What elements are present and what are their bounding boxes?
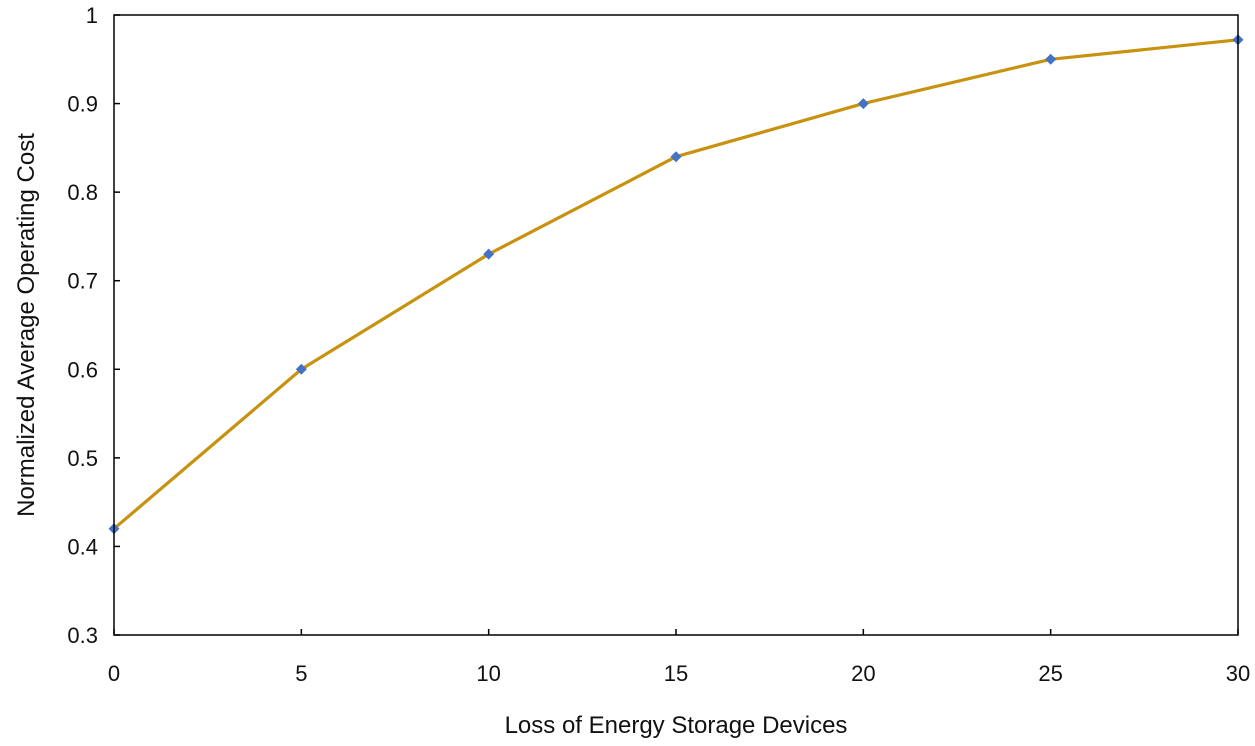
y-tick-label: 0.5 bbox=[67, 446, 98, 471]
x-tick-label: 25 bbox=[1038, 661, 1062, 686]
y-tick-label: 0.9 bbox=[67, 92, 98, 117]
x-tick-label: 20 bbox=[851, 661, 875, 686]
y-tick-label: 0.3 bbox=[67, 623, 98, 648]
data-point-marker bbox=[483, 248, 495, 260]
x-tick-label: 15 bbox=[664, 661, 688, 686]
plot-area-frame bbox=[113, 14, 1239, 636]
y-tick-label: 0.7 bbox=[67, 269, 98, 294]
y-tick-label: 1 bbox=[86, 3, 98, 28]
y-axis-ticks bbox=[114, 14, 120, 636]
data-point-marker bbox=[857, 98, 869, 110]
x-tick-label: 30 bbox=[1226, 661, 1250, 686]
x-tick-label: 5 bbox=[295, 661, 307, 686]
x-axis-tick-labels: 0 5 10 15 20 25 30 bbox=[108, 661, 1250, 686]
x-tick-label: 0 bbox=[108, 661, 120, 686]
x-axis-title: Loss of Energy Storage Devices bbox=[505, 712, 848, 739]
data-point-marker bbox=[1045, 53, 1057, 65]
y-tick-label: 0.8 bbox=[67, 180, 98, 205]
y-axis-tick-labels: 0.3 0.4 0.5 0.6 0.7 0.8 0.9 1 bbox=[67, 3, 98, 648]
data-point-marker bbox=[670, 151, 682, 163]
y-tick-label: 0.4 bbox=[67, 534, 98, 559]
y-axis-title: Normalized Average Operating Cost bbox=[13, 133, 40, 517]
y-tick-label: 0.6 bbox=[67, 357, 98, 382]
x-tick-label: 10 bbox=[476, 661, 500, 686]
data-point-marker bbox=[295, 363, 307, 375]
